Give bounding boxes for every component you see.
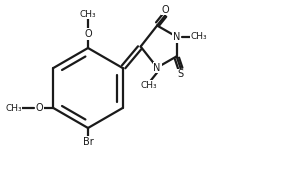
Text: S: S xyxy=(178,69,184,79)
Text: CH₃: CH₃ xyxy=(190,32,207,41)
Text: N: N xyxy=(173,32,180,42)
Text: CH₃: CH₃ xyxy=(5,104,22,112)
Text: O: O xyxy=(35,103,43,113)
Text: Br: Br xyxy=(83,137,93,147)
Text: CH₃: CH₃ xyxy=(141,81,158,90)
Text: O: O xyxy=(84,29,92,39)
Text: N: N xyxy=(154,62,161,73)
Text: O: O xyxy=(161,5,169,15)
Text: CH₃: CH₃ xyxy=(80,10,96,19)
